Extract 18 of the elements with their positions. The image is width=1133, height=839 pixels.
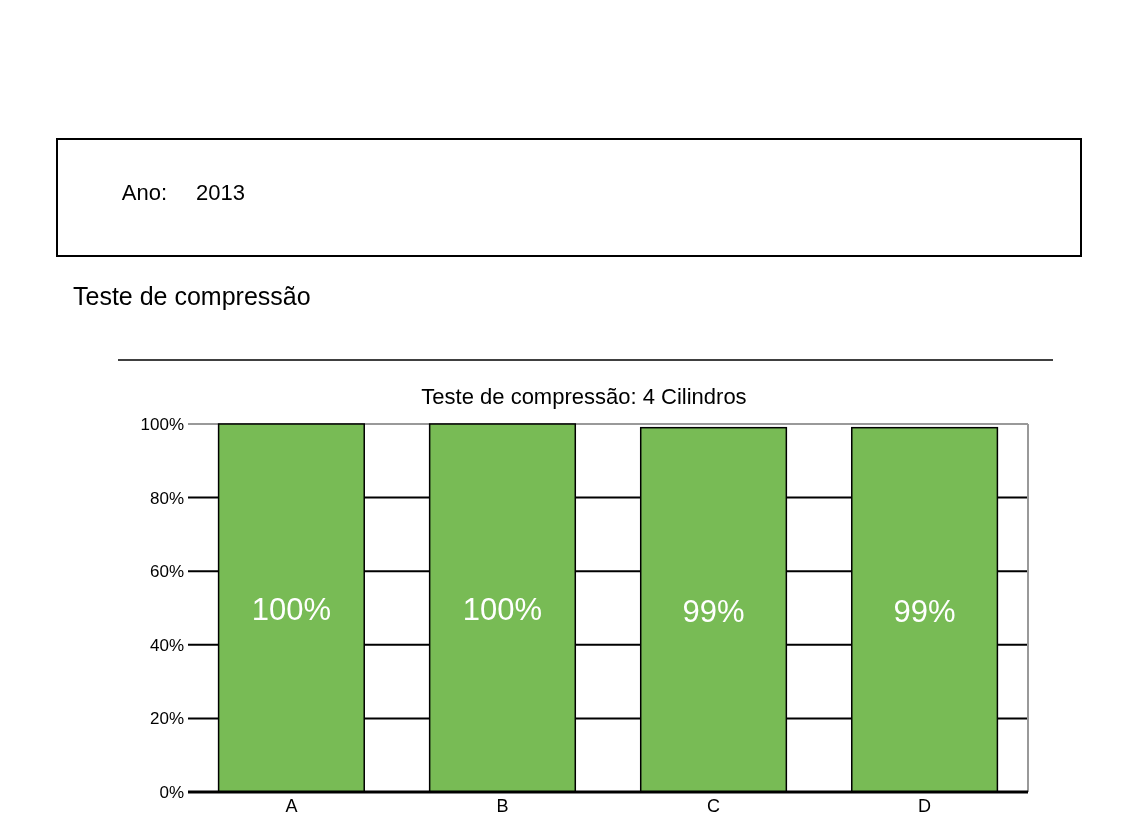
data-label: 99% [893,593,956,629]
x-tick-label: C [707,796,721,816]
data-label: 100% [251,592,332,627]
y-tick-label: 40% [149,635,184,655]
data-label: 99% [682,593,745,629]
text: Teste de compressão [73,282,311,310]
y-tick-label: 0% [159,783,184,802]
y-tick-label: 100% [140,415,184,434]
data-label: 100% [462,592,543,627]
y-tick-label: 60% [149,562,184,582]
x-tick-label: A [285,796,298,816]
x-tick-label: B [496,796,509,816]
text: Ano: [121,180,167,205]
y-tick-label: 20% [149,709,184,729]
x-tick-label: D [918,796,932,816]
text: 2013 [196,180,245,205]
y-tick-label: 80% [149,488,184,508]
chart-title: Teste de compressão: 4 Cilindros [421,384,747,409]
